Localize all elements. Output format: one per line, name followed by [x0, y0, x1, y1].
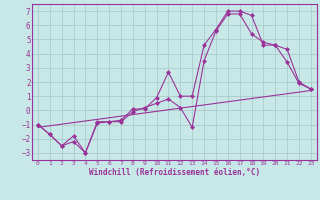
X-axis label: Windchill (Refroidissement éolien,°C): Windchill (Refroidissement éolien,°C) — [89, 168, 260, 177]
